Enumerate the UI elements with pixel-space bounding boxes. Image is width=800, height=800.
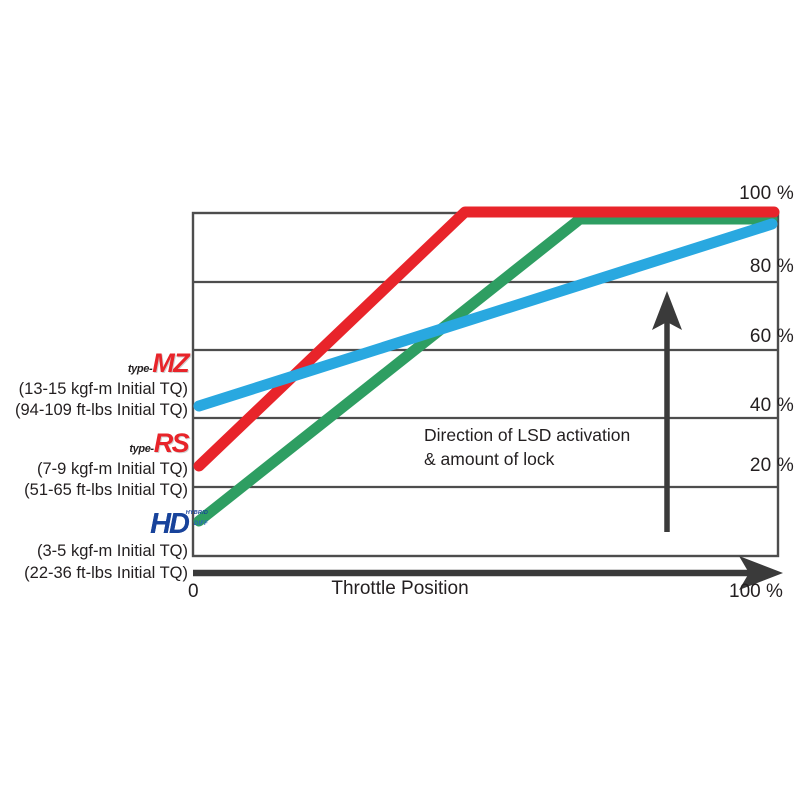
logo-name-mz: MZ (152, 348, 189, 378)
direction-annotation-line-1: Direction of LSD activation (424, 425, 631, 445)
lsd-direction-arrow (652, 291, 682, 532)
logo-name-hd: HD (150, 508, 190, 541)
y-tick-label-100: 100 % (739, 183, 794, 204)
logo-hd-superscript: HYBRID (185, 510, 208, 517)
gridlines (193, 280, 778, 489)
y-tick-label-20: 20 % (749, 455, 794, 476)
logo-type-mz: type-MZ (0, 348, 190, 378)
legend: type-MZ (13-15 kgf-m Initial TQ) (94-109… (0, 348, 208, 593)
logo-hd-subscript: DIFF (193, 521, 208, 528)
legend-spec-metric-mz: (13-15 kgf-m Initial TQ) (18, 380, 188, 398)
y-tick-label-40: 40 % (749, 395, 794, 416)
x-axis-title: Throttle Position (331, 578, 469, 599)
legend-item-hd: HD HYBRID DIFF (3-5 kgf-m Initial TQ) (2… (0, 508, 208, 583)
y-tick-label-80: 80 % (749, 256, 794, 277)
direction-annotation-line-2: & amount of lock (424, 448, 555, 469)
legend-item-mz: type-MZ (13-15 kgf-m Initial TQ) (94-109… (0, 348, 190, 421)
logo-hd: HD HYBRID DIFF (0, 508, 208, 541)
x-axis-arrow (193, 556, 783, 590)
logo-prefix-rs: type- (129, 443, 154, 456)
legend-spec-imperial-rs: (51-65 ft-lbs Initial TQ) (24, 481, 188, 500)
legend-spec-imperial-mz: (94-109 ft-lbs Initial TQ) (14, 401, 188, 420)
legend-item-rs: type-RS (7-9 kgf-m Initial TQ) (51-65 ft… (0, 428, 190, 501)
direction-annotation: Direction of LSD activation & amount of … (424, 424, 674, 471)
legend-spec-metric-rs: (7-9 kgf-m Initial TQ) (37, 460, 188, 479)
legend-spec-imperial-hd: (22-36 ft-lbs Initial TQ) (24, 563, 188, 582)
series-line-mz (193, 218, 778, 412)
legend-spec-metric-hd: (3-5 kgf-m Initial TQ) (37, 542, 188, 561)
logo-type-rs: type-RS (0, 428, 190, 459)
series-line-hd (193, 213, 778, 527)
logo-name-rs: RS (153, 428, 190, 459)
x-tick-label-end: 100 % (729, 581, 783, 602)
logo-prefix-mz: type- (127, 363, 153, 375)
y-tick-label-60: 60 % (749, 326, 794, 347)
x-tick-label-start: 0 (188, 581, 199, 602)
